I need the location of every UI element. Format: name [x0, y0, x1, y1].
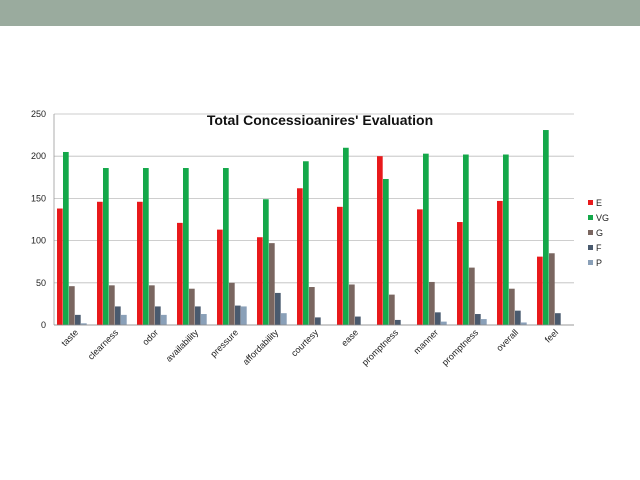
- bar-e-10: [457, 222, 463, 325]
- bar-e-12: [537, 256, 543, 325]
- legend-label-p: P: [596, 258, 602, 268]
- bar-g-12: [549, 253, 555, 325]
- bar-f-7: [355, 316, 361, 325]
- bar-e-9: [417, 209, 423, 325]
- bar-vg-8: [383, 178, 389, 325]
- bar-f-6: [315, 317, 321, 325]
- chart-title: Total Concessioanires' Evaluation: [207, 112, 433, 128]
- legend-label-e: E: [596, 198, 602, 208]
- legend-swatch-vg: [588, 215, 593, 220]
- bar-f-11: [515, 310, 521, 325]
- bar-f-2: [155, 306, 161, 325]
- bar-e-7: [337, 206, 343, 325]
- bar-f-0: [75, 314, 81, 325]
- bar-g-8: [389, 294, 395, 325]
- bar-g-5: [269, 243, 275, 325]
- bar-g-2: [149, 285, 155, 325]
- bar-g-1: [109, 285, 115, 325]
- x-tick-label: manner: [412, 327, 441, 356]
- bar-p-5: [281, 313, 287, 325]
- x-axis-labels: taste clearness odor availability pressure af…: [59, 327, 560, 368]
- bar-f-3: [195, 306, 201, 325]
- legend-label-vg: VG: [596, 213, 609, 223]
- bar-vg-4: [223, 168, 229, 325]
- bar-f-4: [235, 305, 241, 325]
- bar-p-11: [521, 322, 527, 325]
- bar-e-1: [97, 201, 103, 325]
- bar-f-9: [435, 312, 441, 325]
- legend-swatch-f: [588, 245, 593, 250]
- bar-e-8: [377, 156, 383, 325]
- bar-f-1: [115, 306, 121, 325]
- x-tick-label: promptness: [440, 327, 481, 368]
- bar-e-4: [217, 229, 223, 325]
- y-tick-label: 150: [31, 193, 46, 203]
- y-tick-label: 250: [31, 109, 46, 119]
- x-tick-label: affordability: [241, 327, 281, 367]
- bar-e-6: [297, 188, 303, 325]
- bar-f-12: [555, 313, 561, 325]
- bar-p-4: [241, 306, 247, 325]
- legend: E VG GFP: [588, 198, 609, 268]
- bar-g-11: [509, 288, 515, 325]
- bar-vg-5: [263, 199, 269, 325]
- x-tick-label: overall: [494, 327, 520, 353]
- bars: [57, 130, 561, 325]
- x-tick-label: feel: [543, 327, 560, 344]
- bar-g-6: [309, 287, 315, 325]
- x-tick-label: clearness: [86, 327, 121, 362]
- bar-vg-6: [303, 161, 309, 325]
- bar-g-3: [189, 288, 195, 325]
- legend-swatch-g: [588, 230, 593, 235]
- bar-e-5: [257, 237, 263, 325]
- bar-g-0: [69, 286, 75, 325]
- y-tick-label: 200: [31, 151, 46, 161]
- bar-vg-1: [103, 168, 109, 325]
- bar-g-4: [229, 282, 235, 325]
- legend-label-f: F: [596, 243, 602, 253]
- bar-vg-7: [343, 147, 349, 325]
- bar-f-10: [475, 314, 481, 325]
- bar-f-8: [395, 319, 401, 325]
- x-tick-label: promptness: [360, 327, 401, 368]
- bar-g-9: [429, 281, 435, 325]
- bar-p-1: [121, 314, 127, 325]
- legend-label-g: G: [596, 228, 603, 238]
- bar-p-3: [201, 314, 207, 325]
- y-tick-label: 100: [31, 236, 46, 246]
- x-tick-label: pressure: [208, 327, 240, 359]
- bar-vg-9: [423, 153, 429, 325]
- x-tick-label: odor: [140, 327, 160, 347]
- x-tick-label: ease: [339, 327, 360, 348]
- header-band: [0, 0, 640, 26]
- bar-vg-0: [63, 151, 69, 325]
- bar-vg-3: [183, 168, 189, 325]
- bar-e-11: [497, 200, 503, 325]
- x-tick-label: courtesy: [289, 327, 320, 358]
- bar-vg-10: [463, 154, 469, 325]
- y-tick-label: 0: [41, 320, 46, 330]
- bar-g-10: [469, 267, 475, 325]
- bar-e-3: [177, 222, 183, 325]
- legend-swatch-e: [588, 200, 593, 205]
- bar-f-5: [275, 292, 281, 325]
- x-tick-label: taste: [59, 327, 80, 348]
- bar-p-0: [81, 323, 87, 325]
- bar-vg-12: [543, 130, 549, 325]
- y-axis-ticks: 0 50 100 150 200 250: [31, 109, 46, 330]
- bar-p-10: [481, 319, 487, 325]
- bar-e-2: [137, 201, 143, 325]
- bar-g-7: [349, 284, 355, 325]
- bar-p-9: [441, 321, 447, 325]
- bar-vg-2: [143, 168, 149, 325]
- x-tick-label: availability: [164, 327, 201, 364]
- y-tick-label: 50: [36, 278, 46, 288]
- legend-swatch-p: [588, 260, 593, 265]
- bar-vg-11: [503, 154, 509, 325]
- bar-e-0: [57, 208, 63, 325]
- bar-p-2: [161, 314, 167, 325]
